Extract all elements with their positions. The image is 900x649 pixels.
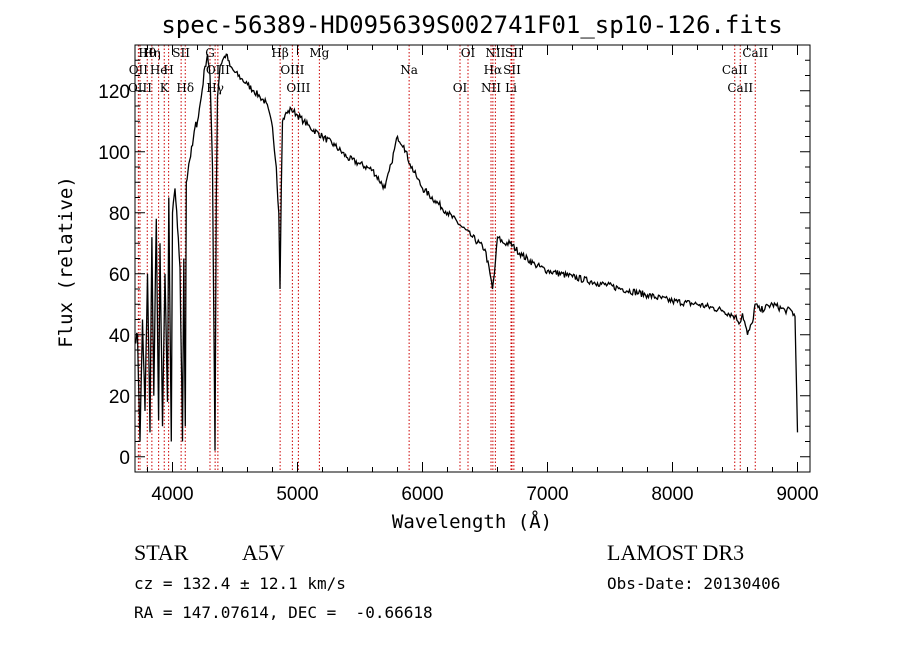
x-tick-label: 7000 bbox=[526, 484, 568, 505]
coordinates: RA = 147.07614, DEC = -0.66618 bbox=[134, 603, 433, 622]
y-tick-label: 120 bbox=[98, 82, 130, 103]
line-id-label: SII bbox=[172, 46, 190, 60]
line-id-label: Hγ bbox=[206, 81, 224, 95]
line-id-label: Mg bbox=[309, 46, 329, 60]
line-id-label: NII bbox=[485, 46, 505, 60]
line-id-label: OIII bbox=[206, 63, 230, 77]
line-id-label: He bbox=[150, 63, 168, 77]
line-id-label: OI bbox=[461, 46, 476, 60]
spectrum-series-line bbox=[134, 53, 799, 451]
line-id-label: Hθ bbox=[138, 46, 156, 60]
y-axis-label: Flux (relative) bbox=[55, 176, 77, 348]
line-id-label: Hη bbox=[143, 46, 161, 60]
line-id-label: Na bbox=[400, 63, 418, 77]
line-id-layer bbox=[137, 45, 756, 472]
line-id-label: Hδ bbox=[176, 81, 194, 95]
line-id-label: H bbox=[163, 63, 173, 77]
x-axis-label: Wavelength (Å) bbox=[392, 510, 552, 533]
y-tick-label: 0 bbox=[119, 448, 130, 469]
y-tick-label: 40 bbox=[109, 326, 130, 347]
line-id-label: G bbox=[205, 46, 215, 60]
x-tick-label: 6000 bbox=[401, 484, 443, 505]
line-id-label: CaII bbox=[742, 46, 768, 60]
plot-frame bbox=[134, 44, 811, 473]
x-tick-label: 9000 bbox=[776, 484, 818, 505]
line-id-label: OIII bbox=[128, 81, 152, 95]
y-axis: 0 20 40 60 80 100 120 bbox=[98, 59, 810, 469]
line-id-label: Hβ bbox=[271, 46, 288, 60]
survey-name: LAMOST DR3 bbox=[607, 540, 745, 565]
x-tick-label: 5000 bbox=[276, 484, 318, 505]
line-id-label: SII bbox=[505, 46, 523, 60]
line-id-label: OIII bbox=[286, 81, 310, 95]
chart-title: spec-56389-HD095639S002741F01_sp10-126.f… bbox=[161, 11, 782, 39]
x-axis: 4000 5000 6000 7000 8000 9000 bbox=[147, 45, 819, 505]
y-tick-label: 20 bbox=[109, 387, 130, 408]
line-id-label: OII bbox=[129, 63, 149, 77]
object-type: STAR bbox=[134, 540, 189, 565]
y-tick-label: 100 bbox=[98, 143, 130, 164]
line-id-label: OIII bbox=[280, 63, 304, 77]
y-tick-label: 80 bbox=[109, 204, 130, 225]
line-id-label: NII bbox=[481, 81, 501, 95]
line-id-label: CaII bbox=[722, 63, 748, 77]
y-tick-label: 60 bbox=[109, 265, 130, 286]
line-id-label: K bbox=[160, 81, 170, 95]
obs-date: Obs-Date: 20130406 bbox=[607, 574, 781, 593]
line-id-label: SII bbox=[503, 63, 521, 77]
line-id-label: Li bbox=[505, 81, 517, 95]
line-id-labels: Hθ OII OIII Hη He K SII HHδ G OIII Hγ Hβ OIII OIII Mg N… bbox=[128, 46, 768, 95]
line-id-label: CaII bbox=[727, 81, 753, 95]
x-tick-label: 4000 bbox=[151, 484, 193, 505]
line-id-label: OI bbox=[453, 81, 468, 95]
x-tick-label: 8000 bbox=[651, 484, 693, 505]
object-subclass: A5V bbox=[242, 540, 285, 565]
line-id-label: Hα bbox=[484, 63, 503, 77]
redshift-value: cz = 132.4 ± 12.1 km/s bbox=[134, 574, 346, 593]
